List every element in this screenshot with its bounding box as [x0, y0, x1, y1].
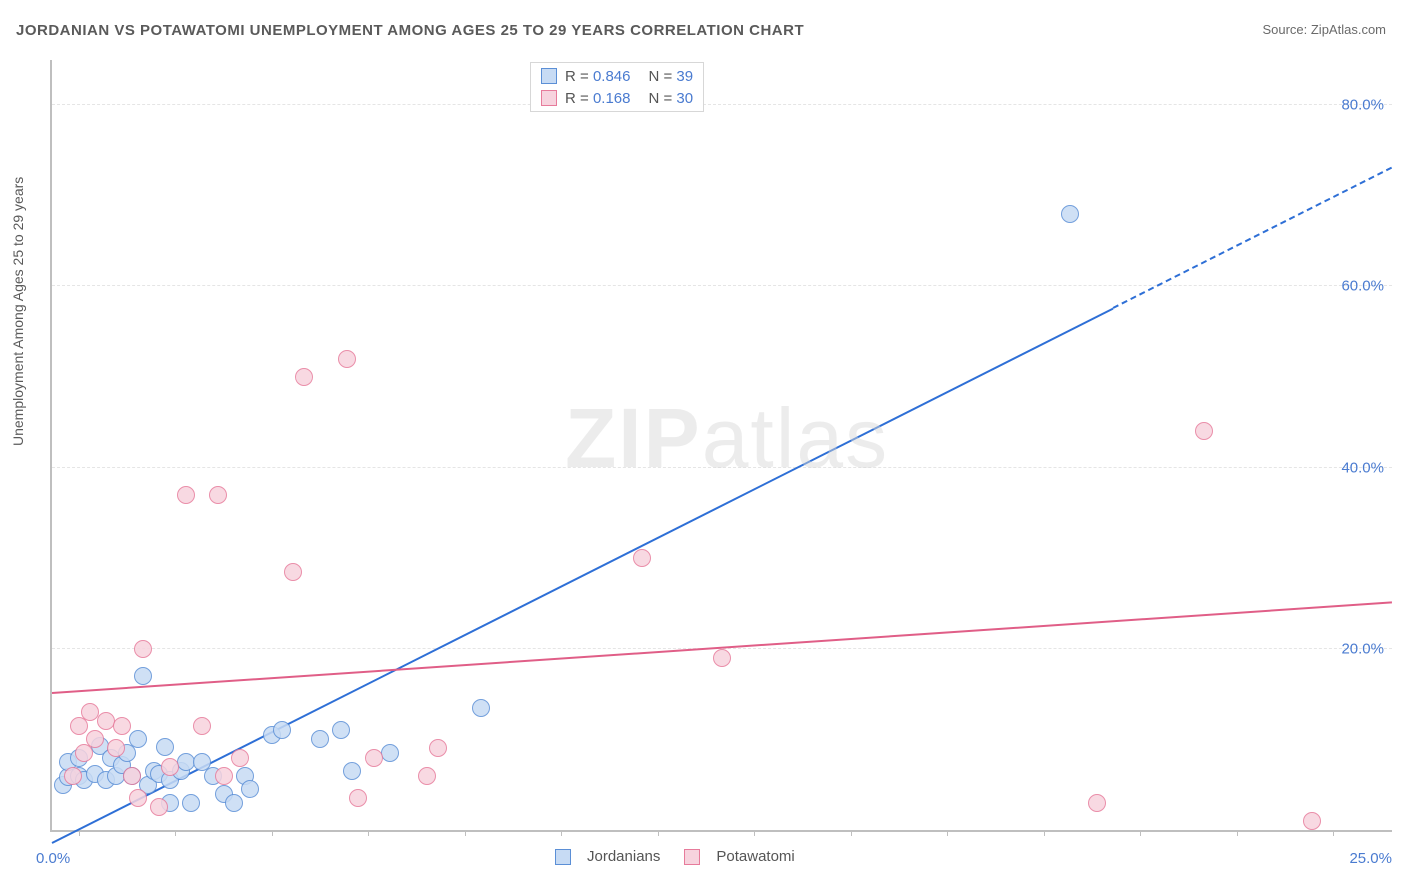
legend-item-potawatomi: Potawatomi — [684, 848, 794, 865]
x-tick — [1044, 830, 1045, 836]
gridline — [52, 285, 1392, 286]
n-value: 30 — [676, 90, 693, 107]
data-point — [633, 549, 651, 567]
data-point — [231, 749, 249, 767]
y-tick-label: 60.0% — [1341, 278, 1384, 295]
data-point — [177, 486, 195, 504]
n-value: 39 — [676, 68, 693, 85]
square-icon — [541, 68, 557, 84]
data-point — [134, 667, 152, 685]
data-point — [381, 744, 399, 762]
legend-stats-row: R = 0.846 N = 39 — [531, 65, 703, 87]
x-tick — [754, 830, 755, 836]
x-tick — [79, 830, 80, 836]
data-point — [429, 739, 447, 757]
data-point — [713, 649, 731, 667]
data-point — [418, 767, 436, 785]
y-axis-label: Unemployment Among Ages 25 to 29 years — [10, 177, 26, 446]
data-point — [107, 739, 125, 757]
data-point — [284, 563, 302, 581]
data-point — [182, 794, 200, 812]
data-point — [86, 730, 104, 748]
data-point — [472, 699, 490, 717]
x-tick — [561, 830, 562, 836]
r-value: 0.168 — [593, 90, 631, 107]
x-tick — [1140, 830, 1141, 836]
x-tick — [465, 830, 466, 836]
square-icon — [684, 849, 700, 865]
data-point — [209, 486, 227, 504]
x-tick — [1237, 830, 1238, 836]
chart-title: JORDANIAN VS POTAWATOMI UNEMPLOYMENT AMO… — [16, 22, 804, 39]
plot-area: 20.0% 40.0% 60.0% 80.0% — [50, 60, 1392, 832]
data-point — [150, 798, 168, 816]
square-icon — [541, 90, 557, 106]
gridline — [52, 467, 1392, 468]
legend-stats-box: R = 0.846 N = 39 R = 0.168 N = 30 — [530, 62, 704, 112]
data-point — [156, 738, 174, 756]
data-point — [123, 767, 141, 785]
data-point — [161, 758, 179, 776]
data-point — [1088, 794, 1106, 812]
legend-item-jordanians: Jordanians — [555, 848, 660, 865]
data-point — [241, 780, 259, 798]
data-point — [365, 749, 383, 767]
data-point — [129, 789, 147, 807]
square-icon — [555, 849, 571, 865]
x-tick — [272, 830, 273, 836]
legend-label: Jordanians — [587, 848, 660, 865]
legend-series: Jordanians Potawatomi — [555, 848, 795, 865]
r-label: R = — [565, 90, 589, 107]
data-point — [225, 794, 243, 812]
data-point — [343, 762, 361, 780]
data-point — [134, 640, 152, 658]
y-tick-label: 80.0% — [1341, 97, 1384, 114]
data-point — [273, 721, 291, 739]
x-tick — [851, 830, 852, 836]
r-value: 0.846 — [593, 68, 631, 85]
data-point — [332, 721, 350, 739]
data-point — [215, 767, 233, 785]
data-point — [295, 368, 313, 386]
n-label: N = — [648, 90, 672, 107]
data-point — [1303, 812, 1321, 830]
data-point — [193, 717, 211, 735]
data-point — [1195, 422, 1213, 440]
x-tick — [947, 830, 948, 836]
x-tick — [368, 830, 369, 836]
data-point — [113, 717, 131, 735]
y-tick-label: 40.0% — [1341, 459, 1384, 476]
source-label: Source: ZipAtlas.com — [1262, 22, 1386, 37]
data-point — [1061, 205, 1079, 223]
gridline — [52, 104, 1392, 105]
x-tick — [658, 830, 659, 836]
x-tick — [175, 830, 176, 836]
x-axis-min-label: 0.0% — [36, 850, 70, 867]
data-point — [311, 730, 329, 748]
y-tick-label: 20.0% — [1341, 640, 1384, 657]
data-point — [338, 350, 356, 368]
n-label: N = — [648, 68, 672, 85]
data-point — [349, 789, 367, 807]
legend-label: Potawatomi — [716, 848, 794, 865]
x-axis-max-label: 25.0% — [1349, 850, 1392, 867]
r-label: R = — [565, 68, 589, 85]
data-point — [64, 767, 82, 785]
data-point — [129, 730, 147, 748]
x-tick — [1333, 830, 1334, 836]
legend-stats-row: R = 0.168 N = 30 — [531, 87, 703, 109]
